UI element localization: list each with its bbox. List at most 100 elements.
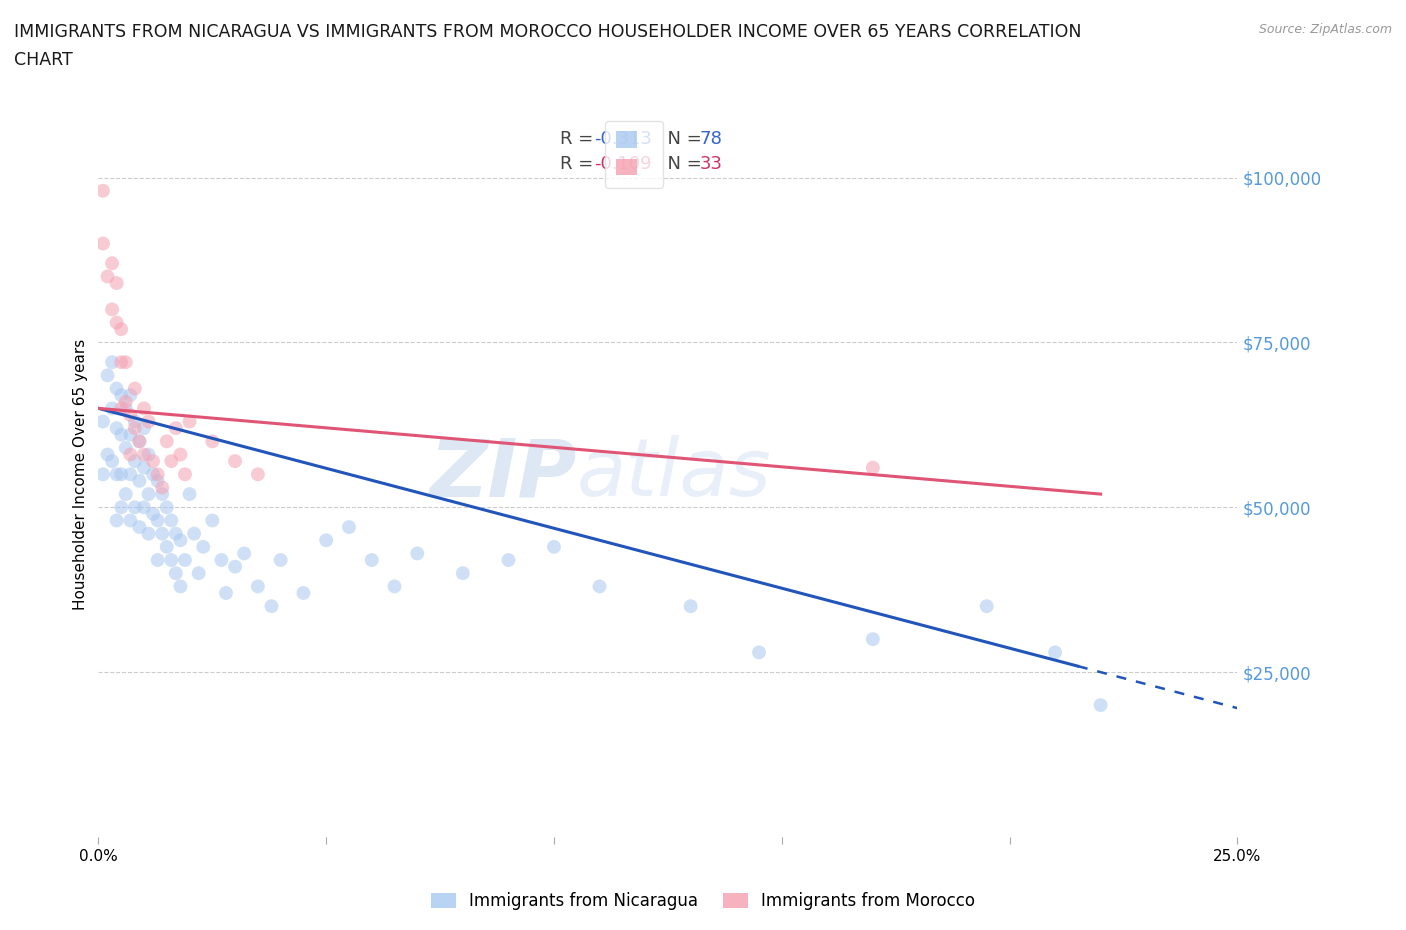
Point — [193, 539, 215, 554]
Point — [132, 420, 155, 435]
Point — [270, 552, 292, 567]
Point — [169, 579, 191, 594]
Point — [498, 552, 520, 567]
Point — [160, 513, 183, 528]
Point — [360, 552, 382, 567]
Point — [128, 473, 150, 488]
Point — [156, 539, 179, 554]
Point — [165, 526, 187, 541]
Point — [110, 388, 132, 403]
Point — [132, 460, 155, 475]
Point — [337, 520, 360, 535]
Point — [101, 401, 124, 416]
Point — [179, 486, 201, 501]
Point — [201, 434, 224, 449]
Point — [138, 486, 160, 501]
Point — [146, 552, 169, 567]
Text: 78: 78 — [700, 130, 723, 148]
Point — [679, 599, 702, 614]
Point — [246, 579, 269, 594]
Point — [128, 434, 150, 449]
Point — [132, 401, 155, 416]
Text: R =: R = — [560, 155, 599, 173]
Point — [128, 434, 150, 449]
Point — [138, 447, 160, 462]
Point — [124, 499, 146, 514]
Point — [224, 454, 246, 469]
Point — [114, 441, 136, 456]
Point — [142, 454, 165, 469]
Point — [120, 407, 142, 422]
Point — [183, 526, 205, 541]
Point — [91, 414, 114, 429]
Point — [156, 434, 179, 449]
Point — [96, 269, 118, 284]
Point — [406, 546, 429, 561]
Point — [91, 183, 114, 198]
Point — [384, 579, 406, 594]
Point — [120, 467, 142, 482]
Point — [150, 480, 173, 495]
Point — [138, 526, 160, 541]
Point — [142, 507, 165, 522]
Text: Source: ZipAtlas.com: Source: ZipAtlas.com — [1258, 23, 1392, 36]
Point — [174, 467, 197, 482]
Point — [165, 420, 187, 435]
Point — [101, 302, 124, 317]
Point — [132, 499, 155, 514]
Point — [110, 401, 132, 416]
Point — [150, 526, 173, 541]
Point — [110, 467, 132, 482]
Text: IMMIGRANTS FROM NICARAGUA VS IMMIGRANTS FROM MOROCCO HOUSEHOLDER INCOME OVER 65 : IMMIGRANTS FROM NICARAGUA VS IMMIGRANTS … — [14, 23, 1081, 41]
Point — [110, 499, 132, 514]
Point — [110, 322, 132, 337]
Text: N =: N = — [657, 130, 709, 148]
Point — [124, 420, 146, 435]
Text: 33: 33 — [700, 155, 723, 173]
Text: -0.109: -0.109 — [593, 155, 651, 173]
Text: CHART: CHART — [14, 51, 73, 69]
Point — [101, 454, 124, 469]
Point — [114, 401, 136, 416]
Point — [142, 467, 165, 482]
Point — [209, 552, 232, 567]
Point — [91, 236, 114, 251]
Point — [114, 486, 136, 501]
Point — [160, 454, 183, 469]
Point — [146, 473, 169, 488]
Point — [169, 533, 191, 548]
Point — [138, 414, 160, 429]
Point — [215, 586, 238, 601]
Point — [1090, 698, 1112, 712]
Point — [96, 447, 118, 462]
Point — [96, 368, 118, 383]
Point — [91, 467, 114, 482]
Text: atlas: atlas — [576, 435, 772, 513]
Point — [146, 513, 169, 528]
Point — [260, 599, 283, 614]
Point — [101, 354, 124, 369]
Point — [748, 644, 770, 659]
Point — [187, 565, 209, 580]
Point — [105, 467, 128, 482]
Point — [120, 513, 142, 528]
Point — [862, 631, 884, 646]
Point — [543, 539, 565, 554]
Point — [315, 533, 337, 548]
Point — [128, 520, 150, 535]
Point — [124, 454, 146, 469]
Point — [101, 256, 124, 271]
Point — [233, 546, 256, 561]
Point — [160, 552, 183, 567]
Point — [105, 420, 128, 435]
Legend: Immigrants from Nicaragua, Immigrants from Morocco: Immigrants from Nicaragua, Immigrants fr… — [425, 885, 981, 917]
Legend: , : , — [605, 121, 662, 188]
Point — [120, 447, 142, 462]
Point — [169, 447, 191, 462]
Point — [201, 513, 224, 528]
Point — [105, 315, 128, 330]
Point — [105, 513, 128, 528]
Point — [114, 394, 136, 409]
Point — [132, 447, 155, 462]
Point — [292, 586, 315, 601]
